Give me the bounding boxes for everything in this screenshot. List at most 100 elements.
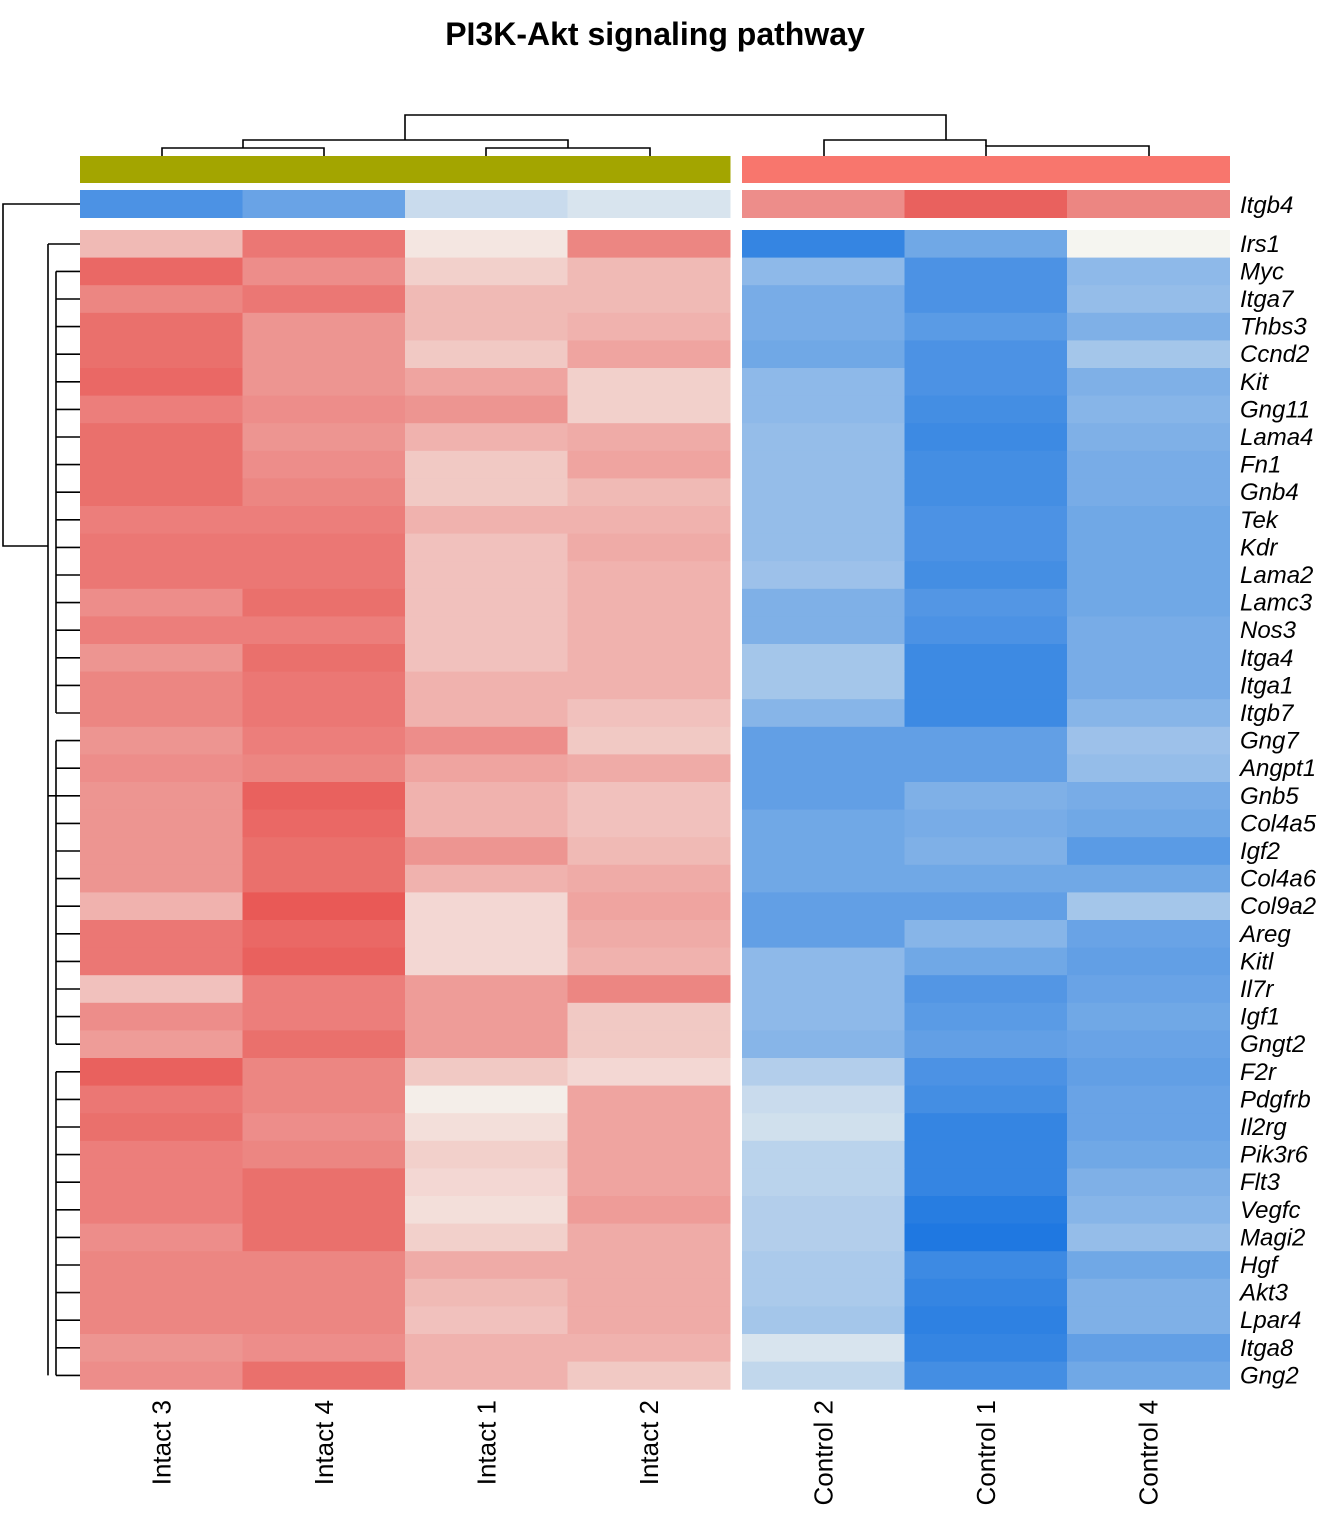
heatmap-cell bbox=[405, 754, 568, 783]
column-label: Intact 2 bbox=[634, 1400, 664, 1485]
heatmap-cell bbox=[80, 699, 243, 728]
row-label: Col4a6 bbox=[1240, 866, 1317, 893]
heatmap-cell bbox=[1067, 1306, 1230, 1335]
heatmap-cell bbox=[405, 506, 568, 535]
row-label: Fn1 bbox=[1240, 452, 1281, 479]
chart-title: PI3K-Akt signaling pathway bbox=[445, 16, 865, 52]
heatmap-cell bbox=[1067, 423, 1230, 452]
heatmap-cell bbox=[405, 1361, 568, 1390]
column-dendrogram bbox=[161, 114, 1150, 156]
heatmap-cell bbox=[405, 1334, 568, 1363]
heatmap-cell bbox=[567, 340, 731, 369]
heatmap-cell bbox=[567, 754, 731, 783]
heatmap-cell bbox=[242, 506, 406, 535]
heatmap-cell bbox=[80, 782, 243, 811]
dendrogram-branch bbox=[823, 139, 987, 156]
annotation-cell bbox=[742, 190, 905, 218]
row-label: Areg bbox=[1238, 921, 1291, 948]
row-label: Gnb5 bbox=[1240, 783, 1299, 810]
heatmap-cell bbox=[742, 506, 905, 535]
row-label: Il7r bbox=[1240, 976, 1274, 1003]
heatmap-cell bbox=[80, 671, 243, 700]
heatmap-cell bbox=[1067, 947, 1230, 976]
heatmap-cell bbox=[1067, 699, 1230, 728]
heatmap-cell bbox=[567, 947, 731, 976]
heatmap-cell bbox=[742, 1223, 905, 1252]
group-annotation-bar bbox=[80, 156, 1230, 183]
heatmap-cell bbox=[80, 837, 243, 866]
row-label: Ccnd2 bbox=[1240, 341, 1309, 368]
heatmap-cell bbox=[242, 1251, 406, 1280]
heatmap-cell bbox=[405, 1223, 568, 1252]
heatmap-cell bbox=[904, 1306, 1068, 1335]
heatmap-cell bbox=[80, 1334, 243, 1363]
heatmap-cell bbox=[904, 1251, 1068, 1280]
group-bar-cell bbox=[904, 156, 1068, 183]
heatmap-cell bbox=[80, 1251, 243, 1280]
heatmap-cell bbox=[742, 975, 905, 1004]
heatmap-cell bbox=[405, 1030, 568, 1059]
heatmap-cell bbox=[904, 257, 1068, 286]
heatmap-cell bbox=[742, 1113, 905, 1142]
heatmap-cell bbox=[242, 1058, 406, 1087]
heatmap-cell bbox=[1067, 864, 1230, 893]
heatmap-cell bbox=[80, 1058, 243, 1087]
heatmap-cell bbox=[242, 1002, 406, 1031]
heatmap-cell bbox=[405, 588, 568, 617]
heatmap-cell bbox=[567, 1334, 731, 1363]
heatmap-cell bbox=[242, 975, 406, 1004]
row-label: Il2rg bbox=[1240, 1114, 1287, 1141]
heatmap-cell bbox=[242, 947, 406, 976]
row-label: F2r bbox=[1240, 1059, 1277, 1086]
heatmap-cell bbox=[405, 368, 568, 397]
heatmap-cell bbox=[80, 975, 243, 1004]
row-label: Myc bbox=[1240, 258, 1284, 285]
heatmap-cell bbox=[405, 975, 568, 1004]
row-label: Gngt2 bbox=[1240, 1031, 1305, 1058]
heatmap-cell bbox=[242, 809, 406, 838]
row-label: Hgf bbox=[1240, 1252, 1280, 1279]
heatmap-cell bbox=[405, 1113, 568, 1142]
heatmap-cell bbox=[904, 947, 1068, 976]
row-label: Col9a2 bbox=[1240, 893, 1316, 920]
heatmap-cell bbox=[742, 312, 905, 341]
heatmap-cell bbox=[242, 616, 406, 645]
heatmap-cell bbox=[242, 561, 406, 590]
heatmap-cell bbox=[742, 450, 905, 479]
heatmap-cell bbox=[742, 1361, 905, 1390]
heatmap-cell bbox=[904, 285, 1068, 314]
heatmap-cell bbox=[1067, 1361, 1230, 1390]
heatmap-cell bbox=[742, 257, 905, 286]
heatmap-cell bbox=[1067, 892, 1230, 921]
row-label: Flt3 bbox=[1240, 1169, 1281, 1196]
row-label: Thbs3 bbox=[1240, 314, 1307, 341]
heatmap-cell bbox=[567, 1306, 731, 1335]
heatmap-cell bbox=[242, 754, 406, 783]
heatmap-cell bbox=[904, 1085, 1068, 1114]
heatmap-cell bbox=[242, 588, 406, 617]
heatmap-cell bbox=[405, 809, 568, 838]
heatmap-cell bbox=[80, 368, 243, 397]
heatmap-cell bbox=[242, 920, 406, 949]
heatmap-cell bbox=[242, 257, 406, 286]
heatmap-cell bbox=[1067, 644, 1230, 673]
heatmap-cell bbox=[80, 450, 243, 479]
row-label: Kdr bbox=[1240, 534, 1278, 561]
heatmap-cell bbox=[567, 699, 731, 728]
row-label: Itga4 bbox=[1240, 645, 1293, 672]
heatmap-cell bbox=[742, 754, 905, 783]
heatmap-cell bbox=[405, 1002, 568, 1031]
heatmap-cell bbox=[904, 340, 1068, 369]
row-label: Akt3 bbox=[1238, 1280, 1289, 1307]
dendrogram-branch bbox=[161, 147, 325, 156]
heatmap-cell bbox=[1067, 533, 1230, 562]
heatmap-cell bbox=[742, 1085, 905, 1114]
heatmap-cell bbox=[567, 975, 731, 1004]
heatmap-cell bbox=[1067, 1334, 1230, 1363]
heatmap-cell bbox=[405, 920, 568, 949]
heatmap-cell bbox=[567, 257, 731, 286]
heatmap-cell bbox=[904, 312, 1068, 341]
heatmap-cell bbox=[242, 837, 406, 866]
heatmap-cell bbox=[742, 1306, 905, 1335]
heatmap-cell bbox=[567, 809, 731, 838]
